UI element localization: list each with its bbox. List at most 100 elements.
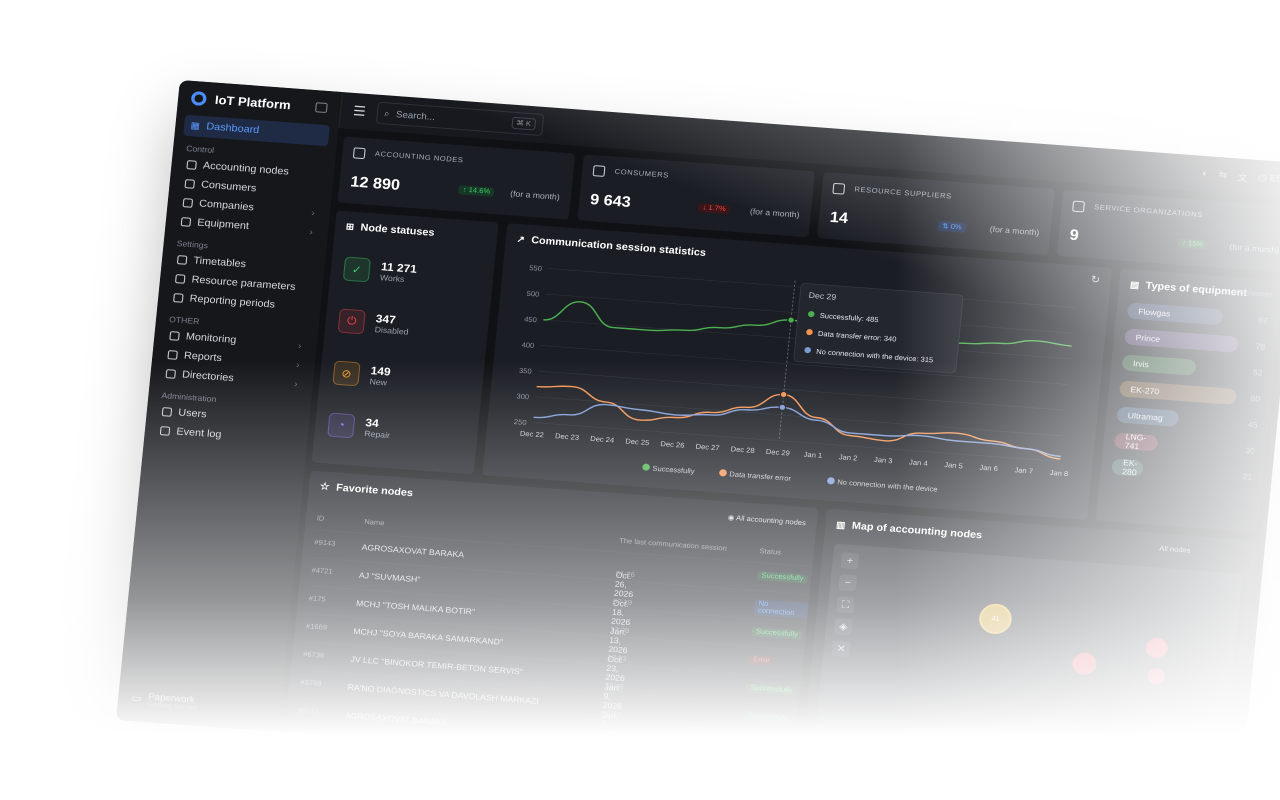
kpi-card-resource-suppliers[interactable]: RESOURCE SUPPLIERS 14 ⇅ 0% (for a month): [817, 172, 1055, 256]
tooltip-date: Dec 29: [808, 290, 837, 302]
x-tick-label: Jan 6: [979, 463, 998, 473]
row-id: #4721: [311, 567, 333, 576]
card-title-text: Map of accounting nodes: [851, 520, 983, 542]
legend-label: Successfully: [652, 464, 695, 476]
x-tick-label: Dec 23: [555, 431, 580, 441]
chevron-right-icon: ›: [309, 226, 314, 237]
kpi-value: 14: [829, 208, 849, 228]
swap-icon[interactable]: ⇆: [1218, 168, 1228, 180]
equipment-row[interactable]: LNG-741 30: [1113, 431, 1256, 459]
series-line-1: [536, 385, 1061, 460]
menu-icon[interactable]: ☰: [352, 102, 367, 119]
kpi-icon: [592, 165, 606, 177]
reporting-periods-icon: [173, 293, 184, 303]
zoom-in-button[interactable]: +: [840, 552, 860, 570]
legend-marker: [642, 463, 650, 471]
grid-line: [535, 396, 1063, 437]
kpi-card-service-organizations[interactable]: SERVICE ORGANIZATIONS 9 ↑ 15% (for a mon…: [1056, 189, 1280, 273]
equipment-count: 80: [1249, 393, 1261, 404]
x-tick-label: Jan 3: [874, 455, 893, 465]
kpi-card-consumers[interactable]: CONSUMERS 9 643 ↓ 1.7% (for a month): [577, 154, 815, 238]
star-icon: ☆: [319, 481, 331, 493]
sidebar-nav-groups: Control Accounting nodes Consumers Companie…: [144, 135, 336, 451]
x-tick-label: Jan 2: [838, 453, 857, 463]
equipment-count: 67: [1257, 315, 1269, 326]
y-tick-label: 500: [526, 289, 539, 299]
collapse-sidebar-icon[interactable]: [314, 102, 328, 114]
node-status-repair[interactable]: ◔ 34 Repair: [326, 403, 460, 455]
node-status-disabled[interactable]: ⏻ 347 Disabled: [337, 299, 471, 351]
fullscreen-button[interactable]: ⛶: [836, 596, 856, 614]
zoom-out-button[interactable]: −: [838, 574, 858, 592]
map-node-marker[interactable]: [1071, 651, 1098, 676]
x-tick-label: Jan 4: [909, 458, 928, 468]
row-name: MCHJ "TOSH MALIKA BOTIR": [355, 598, 476, 617]
row-name: AGROSAXOVAT BARAKA: [361, 542, 465, 560]
all-accounting-nodes-link[interactable]: ◉ All accounting nodes: [727, 514, 807, 528]
clipboard-icon: ▤: [1129, 279, 1140, 291]
kpi-value: 9: [1068, 226, 1080, 245]
equipment-row[interactable]: Ultramag 45: [1116, 405, 1258, 433]
status-badge: Successfully: [739, 739, 792, 752]
sidebar-footer[interactable]: ▭ Paperwork Getting started: [130, 690, 198, 712]
timezone-selector[interactable]: ◷ EST: [1258, 172, 1280, 187]
sidebar-item-label: Reporting periods: [189, 293, 276, 311]
session-line-chart: 250 300 350 400 450 500 550 Dec 22 Dec 23 Dec 24 D…: [514, 263, 1076, 494]
series-point-1: [779, 390, 788, 399]
status-badge: Error: [748, 655, 775, 666]
equipment-name: Irvis: [1132, 358, 1150, 369]
row-name: JV LLC "BINOKOR TEMIR-BETON SERVIS": [350, 654, 524, 677]
time-text: 07:39: [612, 598, 633, 608]
map-node-marker[interactable]: [1146, 667, 1166, 685]
kpi-title: CONSUMERS: [614, 168, 670, 180]
equipment-row[interactable]: Flowgas 67: [1126, 301, 1269, 329]
legend-marker: [827, 477, 835, 485]
legend-label: Data transfer error: [729, 470, 792, 483]
x-tick-label: Dec 29: [765, 447, 790, 457]
equipment-row[interactable]: EK-280 21: [1111, 457, 1253, 485]
grid-line: [538, 370, 1066, 411]
node-status-new[interactable]: ⊘ 149 New: [331, 351, 465, 403]
kpi-title: RESOURCE SUPPLIERS: [854, 186, 952, 201]
sidebar-item-label: Consumers: [200, 179, 257, 195]
y-tick-label: 550: [529, 263, 542, 273]
search-input[interactable]: ⌕ Search... ⌘ K: [375, 101, 544, 137]
time-text: 01:26: [598, 738, 619, 748]
equipment-row[interactable]: Irvis 52: [1121, 353, 1263, 381]
equipment-bar: LNG-741: [1113, 432, 1159, 452]
row-id: #175: [308, 595, 326, 604]
map-card: ▥ Map of accounting nodes All nodes + − …: [800, 508, 1257, 800]
kpi-icon: [1072, 200, 1086, 213]
equipment-bar: Flowgas: [1126, 302, 1224, 326]
map-filter-select[interactable]: All nodes: [1158, 545, 1191, 555]
node-status-works[interactable]: ✓ 11 271 Works: [342, 247, 476, 299]
col-last-session: The last communication session: [618, 537, 728, 553]
locate-button[interactable]: ✕: [831, 640, 851, 658]
map-cluster-marker[interactable]: 41: [977, 602, 1014, 636]
reports-icon: [167, 350, 178, 360]
kpi-card-accounting-nodes[interactable]: ACCOUNTING NODES 12 890 ↑ 14.6% (for a m…: [337, 136, 576, 220]
accounting-nodes-icon: [186, 160, 197, 170]
translate-icon[interactable]: 文: [1237, 171, 1248, 183]
layers-button[interactable]: ◈: [833, 618, 853, 636]
x-tick-label: Jan 7: [1014, 466, 1033, 476]
y-tick-label: 400: [521, 340, 534, 350]
x-tick-label: Jan 1: [803, 450, 822, 460]
equipment-row[interactable]: EK-270 80: [1118, 379, 1261, 407]
theme-toggle-icon[interactable]: ◐: [1201, 167, 1209, 178]
kpi-delta-badge: ⇅ 0%: [937, 220, 967, 233]
node-statuses-card: ⊞ Node statuses ✓ 11 271 Works ⏻ 347 Dis…: [311, 210, 499, 475]
map-node-marker[interactable]: [1145, 637, 1169, 659]
x-tick-label: Jan 8: [1049, 468, 1068, 478]
kpi-title: SERVICE ORGANIZATIONS: [1093, 204, 1204, 220]
time-text: 06:37: [601, 710, 622, 720]
col-id: ID: [316, 515, 325, 523]
map-view[interactable]: + − ⛶ ◈ ✕ 41: [812, 543, 1243, 790]
col-status: Status: [759, 548, 782, 557]
equipment-row[interactable]: Prince 78: [1124, 327, 1266, 355]
status-badge: Successfully: [751, 627, 803, 640]
status-label: Repair: [364, 428, 391, 440]
kpi-period: (for a month): [749, 206, 800, 220]
equipment-icon: [180, 217, 192, 227]
time-text: 17:33: [607, 654, 627, 664]
